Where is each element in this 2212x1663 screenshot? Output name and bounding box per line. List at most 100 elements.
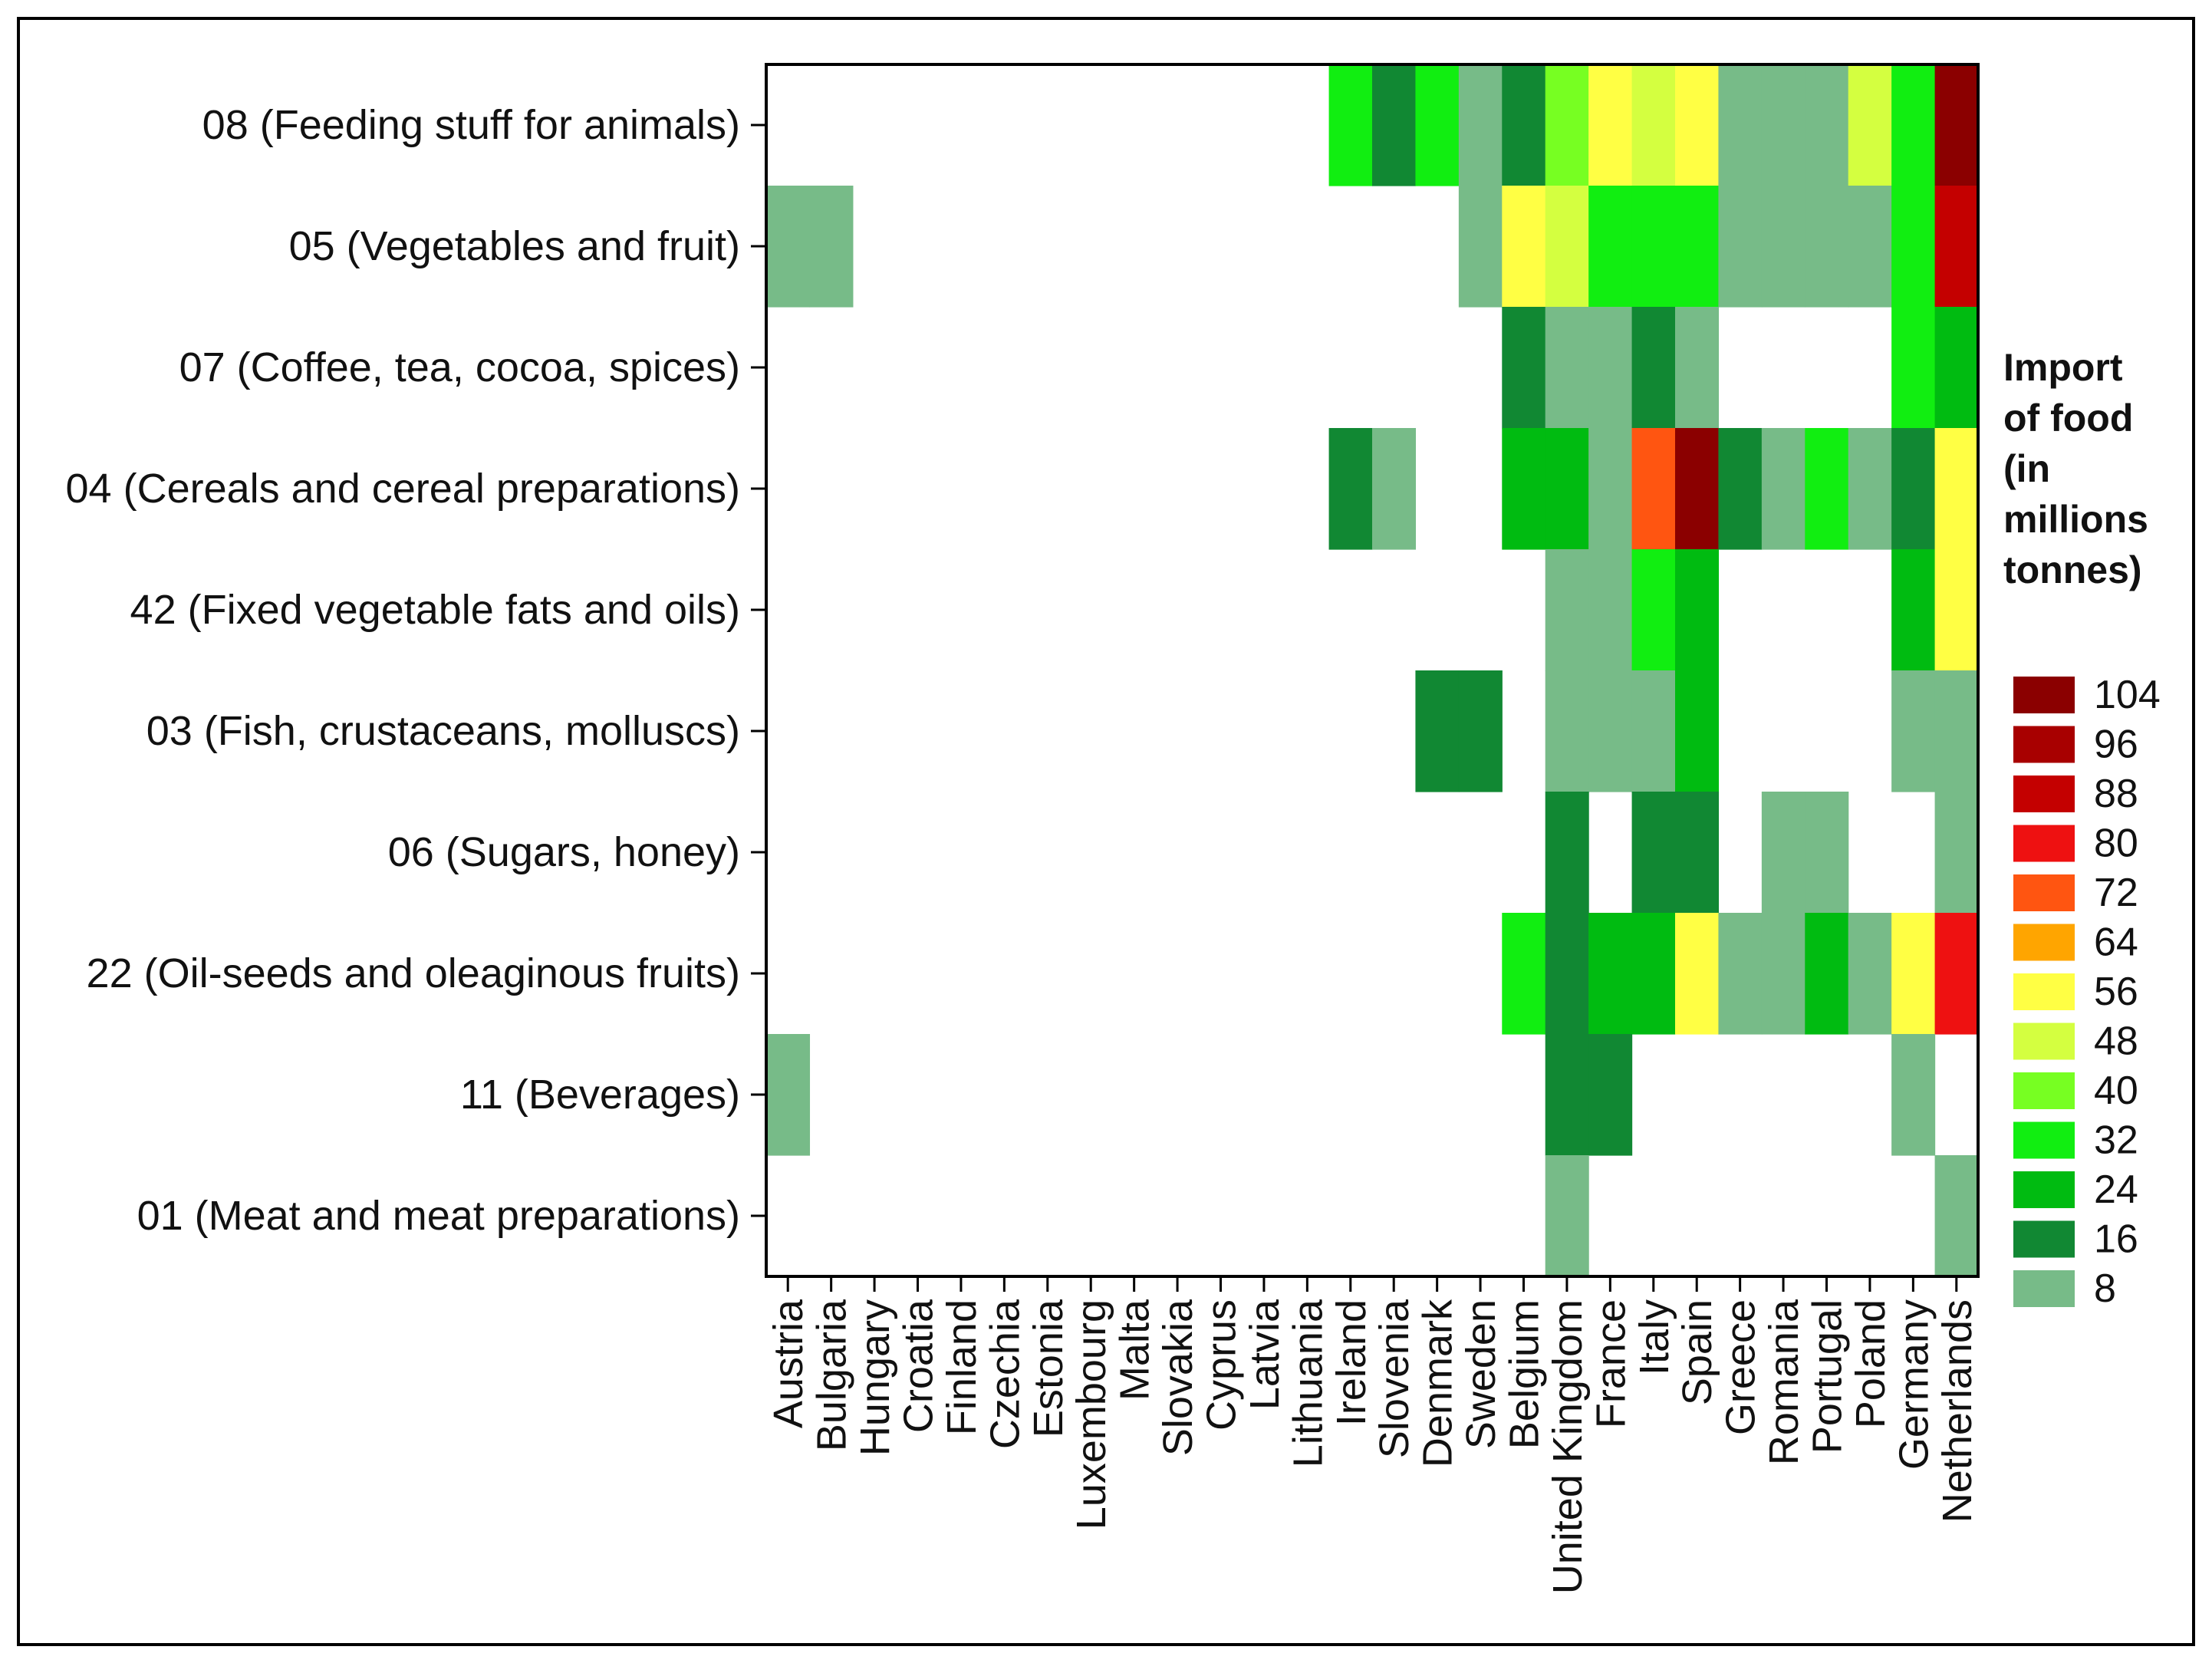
legend-value: 72 — [2094, 871, 2138, 915]
legend-swatch — [2012, 1170, 2076, 1210]
heatmap-cell — [1545, 307, 1589, 429]
heatmap-cell — [1588, 549, 1633, 671]
heatmap-cell — [1718, 186, 1763, 308]
heatmap-cell — [1588, 428, 1633, 550]
heatmap-cell — [1502, 913, 1546, 1035]
heatmap-cell — [1415, 670, 1460, 792]
row-label: 22 (Oil-seeds and oleaginous fruits) — [87, 950, 740, 996]
heatmap-cell — [1631, 428, 1676, 550]
legend-title: millions — [2003, 498, 2148, 541]
row-label: 07 (Coffee, tea, cocoa, spices) — [179, 344, 740, 390]
heatmap-chart: 08 (Feeding stuff for animals) 05 (Vegeta… — [66, 63, 2161, 1594]
column-label: Ireland — [1328, 1299, 1374, 1426]
heatmap-cell — [1675, 670, 1720, 792]
column-label: Sweden — [1458, 1299, 1504, 1449]
column-label: Malta — [1112, 1299, 1158, 1401]
heatmap-cell — [1891, 64, 1936, 186]
heatmap-cell — [1891, 549, 1936, 671]
legend-swatch — [2012, 675, 2076, 715]
row-label: 11 (Beverages) — [460, 1072, 740, 1118]
legend-value: 8 — [2094, 1266, 2116, 1311]
heatmap-cell — [1761, 64, 1805, 186]
heatmap-cell — [1761, 913, 1805, 1035]
heatmap-cell — [1934, 792, 1979, 914]
heatmap-cell — [1545, 913, 1589, 1035]
heatmap-cell — [1891, 670, 1936, 792]
heatmap-cell — [1805, 792, 1849, 914]
heatmap-cell — [1631, 186, 1676, 308]
heatmap-cells — [766, 64, 1979, 1277]
heatmap-cell — [1718, 428, 1763, 550]
heatmap-cell — [1545, 1155, 1589, 1277]
heatmap-cell — [1328, 64, 1373, 186]
heatmap-cell — [1761, 186, 1805, 308]
heatmap-cell — [1805, 186, 1849, 308]
heatmap-cell — [1631, 64, 1676, 186]
heatmap-cell — [1458, 64, 1503, 186]
figure-frame: 08 (Feeding stuff for animals) 05 (Vegeta… — [17, 17, 2195, 1646]
legend-value: 64 — [2094, 920, 2138, 965]
column-label: Finland — [939, 1299, 985, 1435]
row-label: 05 (Vegetables and fruit) — [289, 223, 740, 269]
heatmap-cell — [1545, 64, 1589, 186]
heatmap-cell — [809, 186, 854, 308]
heatmap-cell — [1545, 186, 1589, 308]
heatmap-cell — [1502, 307, 1546, 429]
plot-border — [765, 63, 1980, 1278]
column-label: Portugal — [1805, 1299, 1851, 1454]
column-label: Estonia — [1025, 1299, 1071, 1437]
heatmap-cell — [1718, 64, 1763, 186]
heatmap-cell — [1545, 792, 1589, 914]
heatmap-cell — [1675, 913, 1720, 1035]
legend-swatch — [2012, 724, 2076, 765]
row-label: 01 (Meat and meat preparations) — [137, 1193, 740, 1239]
heatmap-cell — [1675, 64, 1720, 186]
row-ticks: 08 (Feeding stuff for animals) 05 (Vegeta… — [66, 102, 766, 1239]
column-label: Slovenia — [1371, 1299, 1417, 1458]
legend-swatch — [2012, 823, 2076, 864]
heatmap-cell — [1805, 64, 1849, 186]
heatmap-cell — [1675, 428, 1720, 550]
heatmap-cell — [1588, 307, 1633, 429]
legend-swatch — [2012, 1021, 2076, 1062]
legend-value: 56 — [2094, 970, 2138, 1014]
heatmap-cell — [1934, 64, 1979, 186]
heatmap-cell — [1545, 428, 1589, 550]
legend-title: (in — [2003, 447, 2050, 490]
heatmap-cell — [1934, 549, 1979, 671]
heatmap-cell — [1934, 186, 1979, 308]
legend-swatch — [2012, 873, 2076, 913]
heatmap-cell — [1891, 913, 1936, 1035]
legend-swatch — [2012, 1219, 2076, 1260]
heatmap-cell — [766, 1034, 811, 1156]
heatmap-cell — [1805, 428, 1849, 550]
legend-swatch — [2012, 1071, 2076, 1111]
column-label: Austria — [765, 1299, 811, 1428]
heatmap-cell — [1588, 186, 1633, 308]
heatmap-cell — [1934, 307, 1979, 429]
heatmap-cell — [1934, 913, 1979, 1035]
heatmap-cell — [1934, 428, 1979, 550]
column-label: Spain — [1674, 1299, 1720, 1405]
column-label: Luxembourg — [1068, 1299, 1114, 1530]
legend-value: 32 — [2094, 1118, 2138, 1163]
column-label: Germany — [1891, 1299, 1937, 1470]
legend-value: 16 — [2094, 1217, 2138, 1262]
column-label: Poland — [1848, 1299, 1894, 1428]
column-label: Lithuania — [1285, 1299, 1331, 1467]
legend-swatch — [2012, 1120, 2076, 1161]
heatmap-cell — [1631, 549, 1676, 671]
legend-swatch — [2012, 774, 2076, 814]
heatmap-cell — [1502, 428, 1546, 550]
heatmap-cell — [1934, 670, 1979, 792]
heatmap-cell — [1458, 186, 1503, 308]
heatmap-cell — [1372, 64, 1417, 186]
legend-value: 40 — [2094, 1069, 2138, 1113]
heatmap-cell — [1502, 64, 1546, 186]
heatmap-cell — [1761, 792, 1805, 914]
heatmap-cell — [1588, 1034, 1633, 1156]
legend-swatch — [2012, 1269, 2076, 1309]
heatmap-cell — [1328, 428, 1373, 550]
heatmap-cell — [1718, 913, 1763, 1035]
row-label: 06 (Sugars, honey) — [388, 829, 740, 875]
